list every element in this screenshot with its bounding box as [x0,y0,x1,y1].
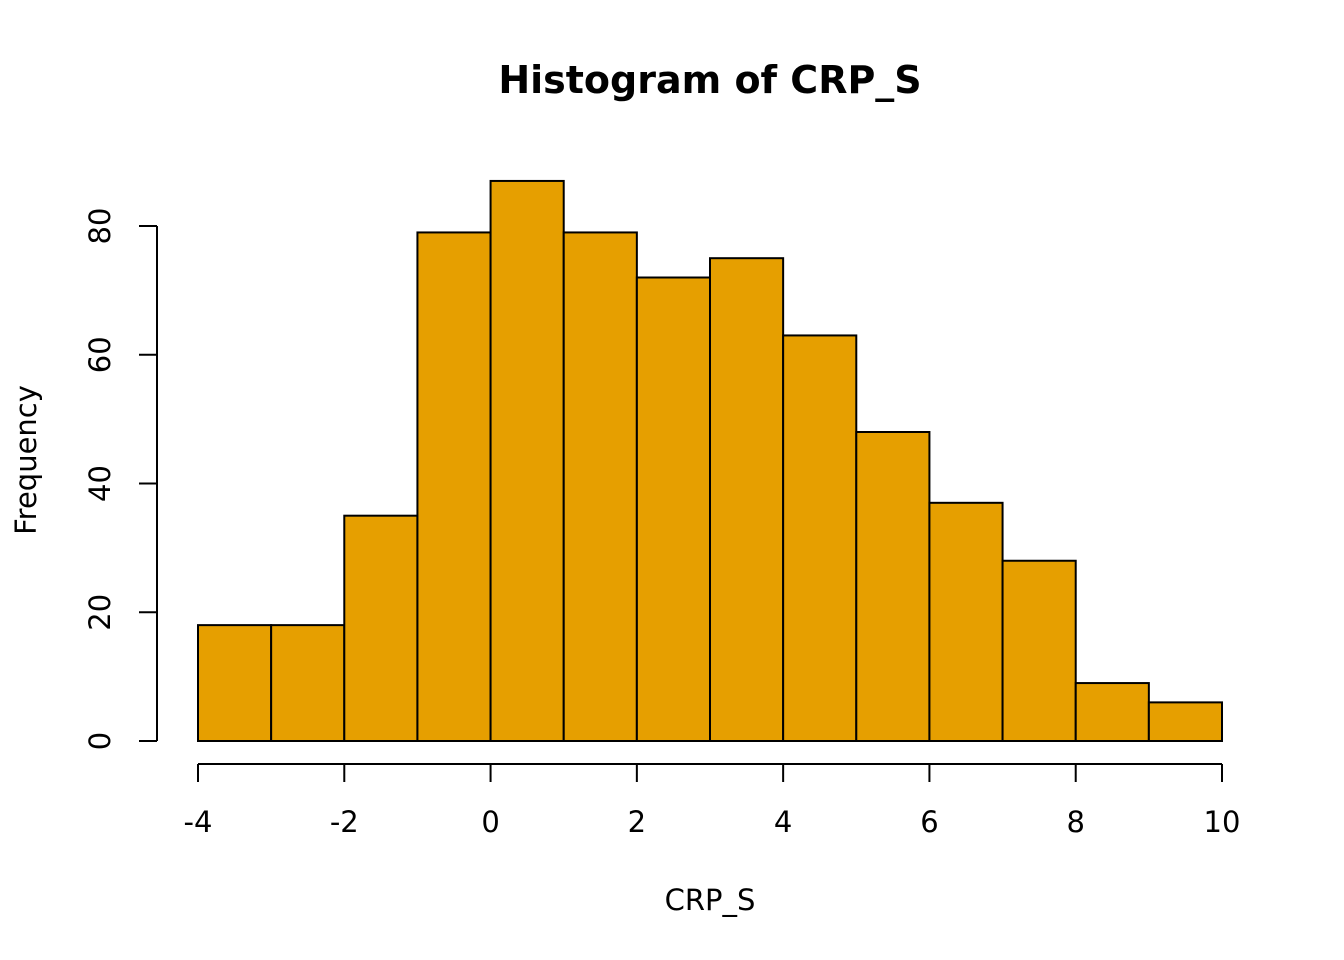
x-tick-label-6: 8 [1066,805,1084,839]
y-axis: 0 20 40 60 80 [83,208,158,750]
x-tick-label-7: 10 [1204,805,1241,839]
x-axis-label: CRP_S [665,883,756,917]
histogram-bar-1 [270,624,346,742]
x-tick-label-5: 6 [920,805,938,839]
y-tick-label-4: 80 [83,208,117,245]
histogram-bar-9 [855,431,931,742]
histogram-bar-0 [197,624,273,742]
y-axis-label: Frequency [9,385,43,535]
y-tick-label-1: 20 [83,594,117,631]
x-tick-label-0: -4 [184,805,213,839]
histogram-bar-7 [709,257,785,742]
histogram-bar-6 [635,276,711,742]
x-tick-label-1: -2 [330,805,359,839]
bars-group [197,179,1224,742]
histogram-bar-3 [416,231,492,742]
histogram-bar-13 [1147,701,1224,742]
histogram-bar-4 [489,179,565,742]
histogram-bar-2 [343,514,419,742]
histogram-bar-10 [928,501,1004,742]
x-tick-label-3: 2 [628,805,646,839]
x-tick-label-2: 0 [481,805,499,839]
histogram-bar-12 [1074,682,1150,742]
histogram-bar-5 [562,231,638,742]
histogram-bar-8 [782,334,858,742]
y-tick-label-2: 40 [83,465,117,502]
chart-title: Histogram of CRP_S [498,58,921,102]
y-tick-label-3: 60 [83,336,117,373]
x-axis: -4 -2 0 2 4 6 8 10 [184,763,1241,839]
y-tick-label-0: 0 [83,732,117,750]
histogram-bar-11 [1001,559,1077,742]
x-tick-label-4: 4 [774,805,792,839]
